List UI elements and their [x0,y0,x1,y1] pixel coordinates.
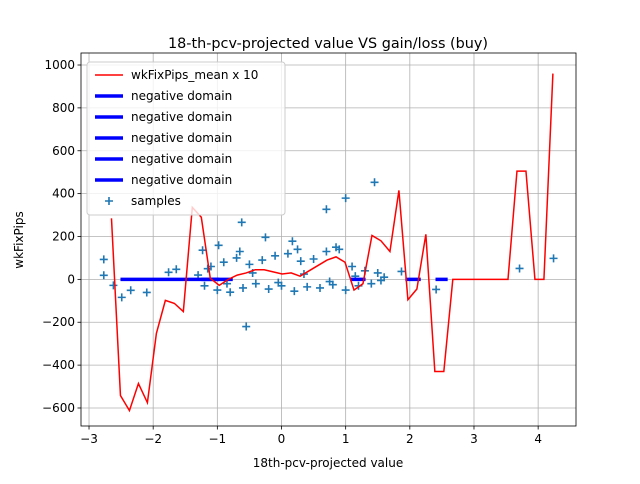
sample-marker [293,245,302,254]
x-tick-label: 3 [470,432,478,446]
sample-marker [341,194,350,203]
sample-marker [213,286,222,295]
sample-marker [242,322,251,331]
sample-marker [315,283,324,292]
sample-marker [200,281,209,290]
legend-label: negative domain [131,110,232,124]
x-tick-label: −1 [208,432,226,446]
sample-marker [142,288,151,297]
sample-marker [348,262,357,271]
sample-marker [274,278,283,287]
sample-marker [290,287,299,296]
sample-marker [245,260,254,269]
axes-frame [80,52,577,427]
sample-marker [232,253,241,262]
x-tick-label: 0 [278,432,286,446]
y-tick-label: 800 [52,101,75,115]
sample-marker [373,268,382,277]
sample-marker [251,279,260,288]
sample-marker [370,178,379,187]
x-tick-label: 1 [342,432,350,446]
y-tick-label: −400 [42,358,75,372]
y-tick-label: −600 [42,401,75,415]
y-tick-label: 400 [52,187,75,201]
sample-marker [303,282,312,291]
sample-marker [322,247,331,256]
sample-marker [239,283,248,292]
y-tick-label: 1000 [44,58,75,72]
sample-marker [367,279,376,288]
y-tick-label: 200 [52,229,75,243]
sample-marker [271,251,280,260]
sample-marker [376,276,385,285]
sample-marker [214,241,223,250]
sample-marker [332,243,341,252]
sample-marker [235,247,244,256]
sample-marker [219,258,228,267]
sample-marker [283,249,292,258]
chart-title: 18-th-pcv-projected value VS gain/loss (… [168,36,488,52]
sample-marker [309,255,318,264]
sample-marker [549,254,558,263]
y-tick-label: 0 [67,272,75,286]
sample-marker [258,256,267,265]
legend-label: negative domain [131,152,232,166]
x-axis-label: 18th-pcv-projected value [253,456,403,470]
sample-marker [117,293,126,302]
sample-marker [109,281,118,290]
y-axis-label: wkFixPips [12,211,26,268]
y-tick-label: 600 [52,144,75,158]
sample-marker [172,265,181,274]
legend-label: negative domain [131,131,232,145]
sample-marker [237,218,246,227]
x-tick-label: 2 [406,432,414,446]
sample-marker [288,237,297,246]
sample-marker [264,285,273,294]
sample-marker [164,268,173,277]
sample-marker [261,233,270,242]
sample-marker [515,264,524,273]
sample-marker [99,271,108,280]
legend-box [86,61,286,216]
x-tick-label: −2 [144,432,162,446]
legend-label: negative domain [131,89,232,103]
x-tick-label: −3 [80,432,98,446]
mean-line [110,73,554,413]
sample-marker [325,277,334,286]
sample-marker [341,286,350,295]
legend-label: wkFixPips_mean x 10 [131,68,258,82]
sample-marker [397,267,406,276]
x-tick-label: 4 [534,432,542,446]
legend-swatch [105,197,113,205]
sample-marker [226,288,235,297]
legend-label: negative domain [131,173,232,187]
sample-marker [198,246,207,255]
y-tick-label: −200 [42,315,75,329]
sample-marker [99,255,108,264]
legend-label: samples [131,194,181,208]
sample-marker [296,257,305,266]
sample-marker [432,285,441,294]
sample-marker [322,205,331,214]
sample-marker [126,286,135,295]
